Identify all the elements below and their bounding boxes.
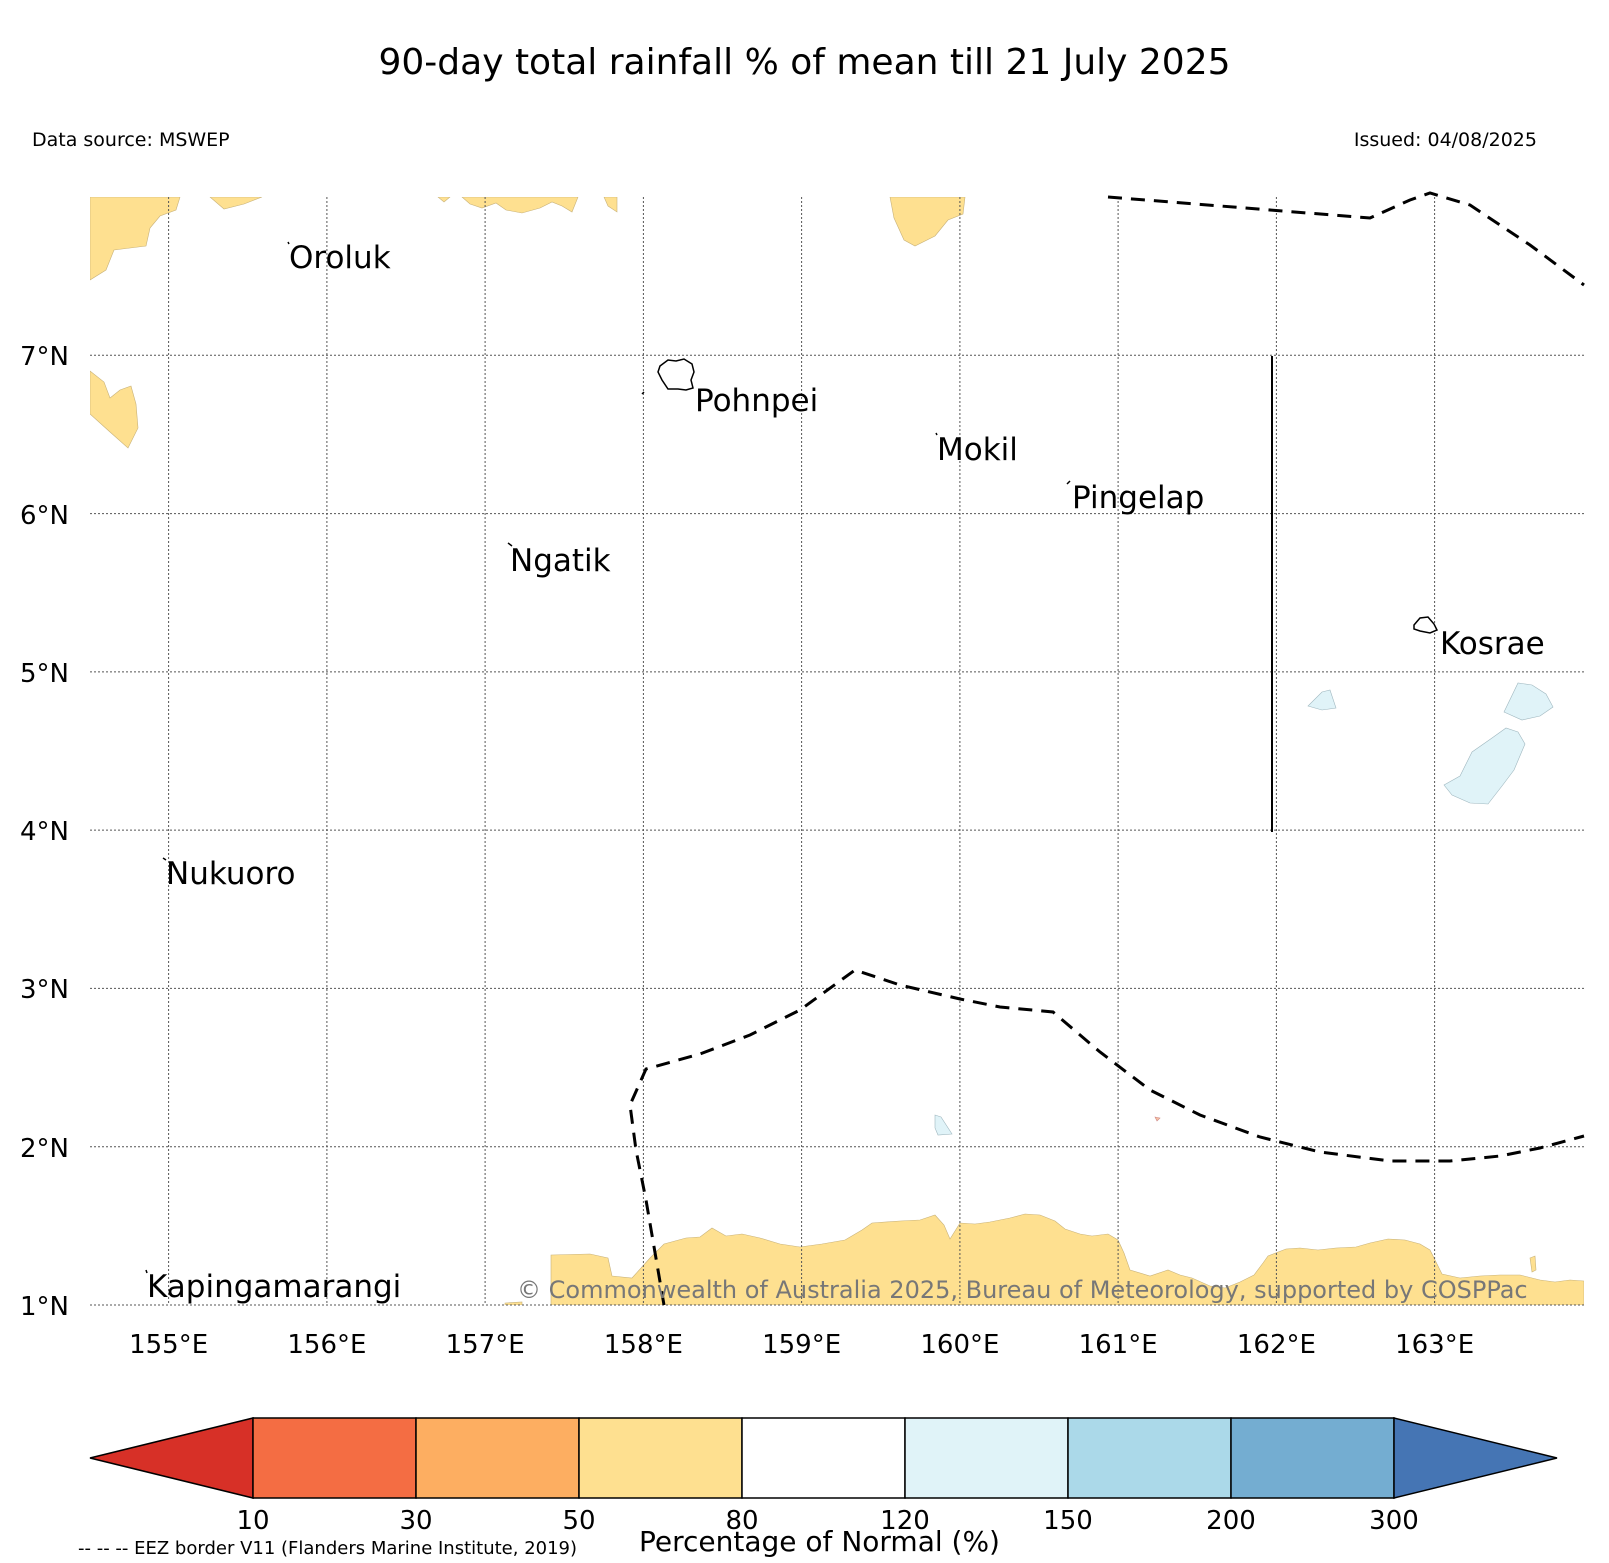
rainfall-area-north-strip xyxy=(437,197,451,203)
rainfall-area-north-strip xyxy=(209,197,263,210)
lon-label-162: 162°E xyxy=(1237,1330,1316,1360)
gridlines xyxy=(90,197,1584,1306)
lon-label-161: 161°E xyxy=(1079,1330,1158,1360)
rainfall-area-east-1 xyxy=(1307,689,1337,711)
islands xyxy=(145,241,1439,1274)
lon-label-160: 160°E xyxy=(920,1330,999,1360)
place-label-kosrae: Kosrae xyxy=(1440,626,1545,662)
copyright-notice: © Commonwealth of Australia 2025, Bureau… xyxy=(517,1276,1528,1304)
rainfall-area-south-east-dot xyxy=(1529,1255,1537,1273)
rainfall-fill-layer xyxy=(90,197,1584,1305)
colorbar-segment-50-80 xyxy=(578,1417,743,1499)
map-title: 90-day total rainfall % of mean till 21 … xyxy=(378,42,1231,83)
lat-label-6: 6°N xyxy=(20,501,69,531)
lon-label-159: 159°E xyxy=(762,1330,841,1360)
eez-border-south xyxy=(628,968,1585,1306)
place-label-pohnpei: Pohnpei xyxy=(695,383,818,419)
place-label-pingelap: Pingelap xyxy=(1072,480,1204,516)
lon-label-157: 157°E xyxy=(446,1330,525,1360)
lat-label-4: 4°N xyxy=(20,817,69,847)
eez-border-note: -- -- -- EEZ border V11 (Flanders Marine… xyxy=(78,1538,578,1559)
ngatik-islet xyxy=(507,542,513,547)
colorbar-tick-300: 300 xyxy=(1369,1506,1419,1536)
mokil-islet xyxy=(935,432,938,436)
kapingamarangi-islet xyxy=(145,1269,148,1274)
rainfall-area-south-small xyxy=(504,1301,523,1305)
rainfall-area-north-west xyxy=(90,197,181,281)
colorbar-segment-10-30 xyxy=(252,1417,417,1499)
colorbar-segment-120-150 xyxy=(904,1417,1069,1499)
colorbar-segment-150-200 xyxy=(1067,1417,1232,1499)
lat-label-7: 7°N xyxy=(20,342,69,372)
pohnpei-islet xyxy=(641,391,645,395)
nukuoro-islet xyxy=(162,857,167,861)
eez-border-north xyxy=(1107,191,1585,287)
rainfall-area-east-3 xyxy=(1443,727,1526,805)
colorbar-tick-120: 120 xyxy=(880,1506,930,1536)
rainfall-area-east-2 xyxy=(1503,682,1554,721)
colorbar-tick-200: 200 xyxy=(1206,1506,1256,1536)
colorbar-title: Percentage of Normal (%) xyxy=(639,1525,1000,1558)
lat-label-3: 3°N xyxy=(20,975,69,1005)
lat-label-2: 2°N xyxy=(20,1134,69,1164)
oroluk-islet xyxy=(287,241,290,245)
rainfall-area-north-strip xyxy=(461,197,579,214)
colorbar-segment-80-120 xyxy=(741,1417,906,1499)
lat-label-1: 1°N xyxy=(20,1292,69,1322)
rainfall-area-south-blue xyxy=(934,1114,953,1136)
place-label-ngatik: Ngatik xyxy=(510,543,611,579)
rainfall-area-tiny xyxy=(1154,1116,1161,1122)
colorbar-tick-80: 80 xyxy=(725,1506,758,1536)
place-label-mokil: Mokil xyxy=(937,432,1018,468)
rainfall-area-west xyxy=(90,370,139,449)
colorbar-tick-10: 10 xyxy=(236,1506,269,1536)
colorbar-segment-200-300 xyxy=(1230,1417,1395,1499)
place-label-oroluk: Oroluk xyxy=(289,240,391,276)
place-label-kapingamarangi: Kapingamarangi xyxy=(147,1269,401,1305)
rainfall-area-north-strip xyxy=(603,197,618,213)
pohnpei-island-shape xyxy=(657,358,695,391)
lat-label-5: 5°N xyxy=(20,659,69,689)
rainfall-area-north-central xyxy=(889,197,966,247)
data-source-label: Data source: MSWEP xyxy=(32,129,230,151)
eez-borders xyxy=(628,191,1585,1306)
rainfall-area-south xyxy=(550,1213,1584,1305)
colorbar-tick-30: 30 xyxy=(399,1506,432,1536)
lon-label-156: 156°E xyxy=(287,1330,366,1360)
lon-label-155: 155°E xyxy=(129,1330,208,1360)
lon-label-158: 158°E xyxy=(604,1330,683,1360)
colorbar-extend-high xyxy=(1393,1417,1558,1499)
issued-date-label: Issued: 04/08/2025 xyxy=(1353,129,1537,151)
colorbar-segment-30-50 xyxy=(415,1417,580,1499)
colorbar-tick-150: 150 xyxy=(1043,1506,1093,1536)
colorbar-extend-low xyxy=(89,1417,254,1499)
colorbar-tick-50: 50 xyxy=(562,1506,595,1536)
place-label-nukuoro: Nukuoro xyxy=(166,856,295,892)
pingelap-islet xyxy=(1066,480,1071,485)
kosrae-island-shape xyxy=(1413,616,1439,634)
lon-label-163: 163°E xyxy=(1395,1330,1474,1360)
colorbar xyxy=(89,1417,1558,1499)
